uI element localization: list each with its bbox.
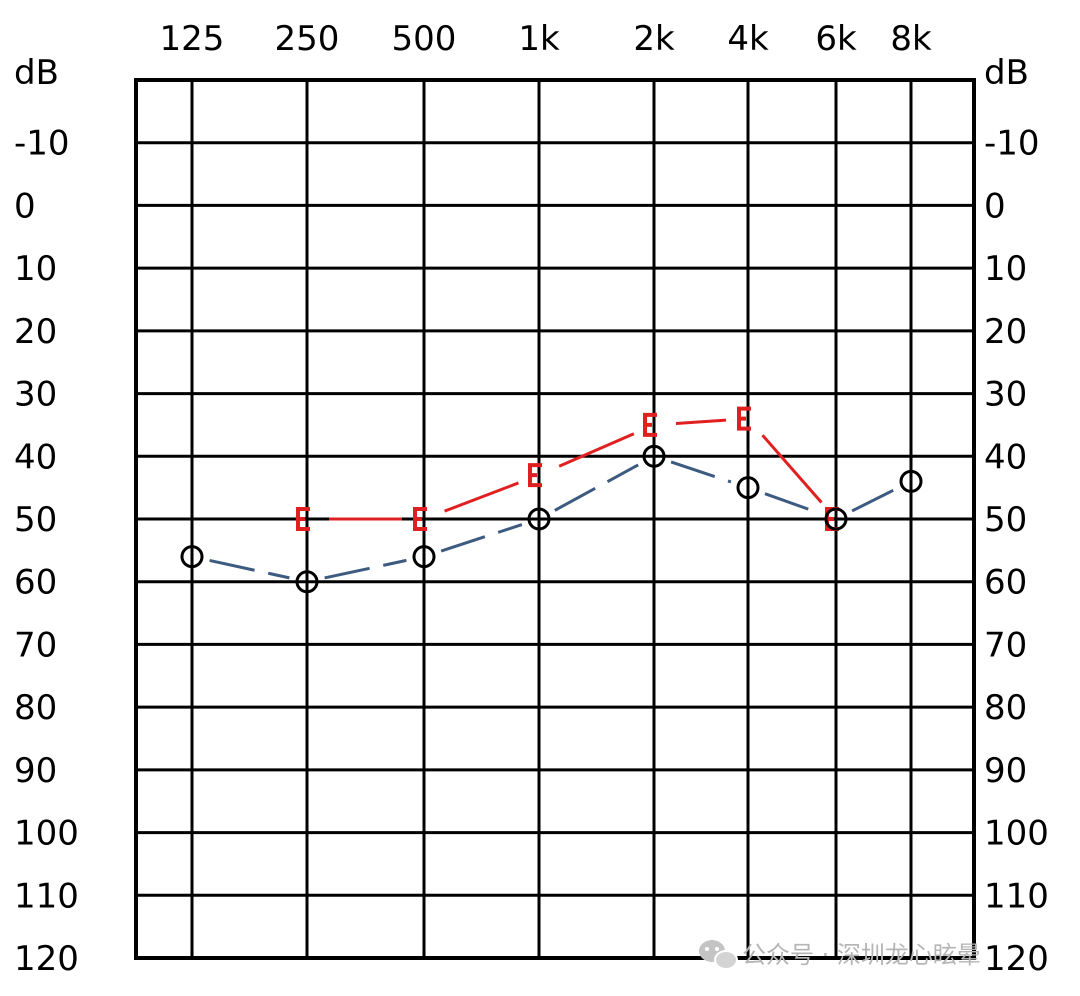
series-2-marker-1k bbox=[528, 463, 542, 488]
y-tick-left-20: 20 bbox=[14, 312, 57, 352]
y-tick-right-80: 80 bbox=[984, 688, 1027, 728]
series-1-marker-125 bbox=[180, 545, 204, 569]
series-2-marker-2k bbox=[643, 412, 657, 437]
y-tick-right--10: -10 bbox=[984, 124, 1040, 164]
x-tick-8k: 8k bbox=[890, 19, 932, 59]
y-tick-left-60: 60 bbox=[14, 563, 57, 603]
series-1-line-0 bbox=[209, 558, 290, 580]
series-1-line-5 bbox=[764, 492, 820, 515]
y-tick-right-10: 10 bbox=[984, 249, 1027, 289]
y-tick-right-30: 30 bbox=[984, 375, 1027, 415]
series-1-marker-250 bbox=[295, 570, 319, 594]
x-tick-2k: 2k bbox=[633, 19, 675, 59]
y-tick-right-40: 40 bbox=[984, 437, 1027, 477]
series-1-marker-1k bbox=[527, 507, 551, 531]
y-tick-left-40: 40 bbox=[14, 437, 57, 477]
y-tick-right-90: 90 bbox=[984, 751, 1027, 791]
series-2-line-2 bbox=[558, 432, 635, 468]
series-1-line-2 bbox=[440, 523, 523, 553]
series-1-marker-500 bbox=[412, 545, 436, 569]
y-tick-right-120: 120 bbox=[984, 939, 1049, 979]
y-tick-left-30: 30 bbox=[14, 375, 57, 415]
series-2-marker-250 bbox=[296, 507, 310, 531]
series-1-marker-8k bbox=[899, 469, 923, 493]
y-unit-label-right: dB bbox=[984, 53, 1029, 93]
y-tick-left-50: 50 bbox=[14, 500, 57, 540]
y-tick-left-70: 70 bbox=[14, 625, 57, 665]
y-tick-right-20: 20 bbox=[984, 312, 1027, 352]
series-1-line-6 bbox=[851, 488, 896, 513]
y-tick-right-60: 60 bbox=[984, 563, 1027, 603]
series-1-marker-6k bbox=[824, 507, 848, 531]
y-tick-left-100: 100 bbox=[14, 814, 79, 854]
y-tick-labels-left: -10 0 10 20 30 40 50 60 70 80 90 100 110 120 bbox=[14, 124, 79, 979]
watermark: 公众号 · 深圳龙心眩晕 bbox=[699, 940, 981, 970]
y-tick-right-110: 110 bbox=[984, 876, 1049, 916]
y-tick-left-110: 110 bbox=[14, 876, 79, 916]
series-layer bbox=[180, 406, 923, 594]
series-1-marker-2k bbox=[642, 444, 666, 468]
x-tick-1k: 1k bbox=[518, 19, 560, 59]
x-tick-labels: 125 250 500 1k 2k 4k 6k 8k bbox=[160, 19, 932, 59]
series-1-line-3 bbox=[554, 463, 639, 512]
y-tick-left-90: 90 bbox=[14, 751, 57, 791]
series-1-line-4 bbox=[670, 460, 732, 484]
series-2-line-3 bbox=[675, 418, 727, 425]
wechat-icon bbox=[699, 940, 738, 970]
y-tick-right-70: 70 bbox=[984, 625, 1027, 665]
series-2-marker-500 bbox=[413, 507, 427, 531]
x-tick-250: 250 bbox=[275, 19, 340, 59]
series-1-marker-4k bbox=[736, 476, 760, 500]
x-tick-125: 125 bbox=[160, 19, 225, 59]
series-2-marker-4k bbox=[737, 406, 751, 431]
y-tick-left-80: 80 bbox=[14, 688, 57, 728]
y-tick-left-10: 10 bbox=[14, 249, 57, 289]
x-tick-6k: 6k bbox=[815, 19, 857, 59]
series-2-line-1 bbox=[444, 481, 519, 513]
series-1-line-1 bbox=[324, 558, 407, 580]
grid bbox=[134, 78, 976, 960]
y-unit-label-left: dB bbox=[14, 53, 59, 93]
x-tick-4k: 4k bbox=[727, 19, 769, 59]
y-tick-labels-right: -10 0 10 20 30 40 50 60 70 80 90 100 110 120 bbox=[984, 124, 1049, 979]
y-tick-right-50: 50 bbox=[984, 500, 1027, 540]
y-tick-right-0: 0 bbox=[984, 186, 1006, 226]
y-tick-left--10: -10 bbox=[14, 124, 70, 164]
series-2-line-4 bbox=[761, 434, 823, 504]
x-tick-500: 500 bbox=[392, 19, 457, 59]
watermark-text: 公众号 · 深圳龙心眩晕 bbox=[742, 941, 981, 969]
y-tick-left-0: 0 bbox=[14, 186, 36, 226]
y-tick-right-100: 100 bbox=[984, 814, 1049, 854]
y-tick-left-120: 120 bbox=[14, 939, 79, 979]
